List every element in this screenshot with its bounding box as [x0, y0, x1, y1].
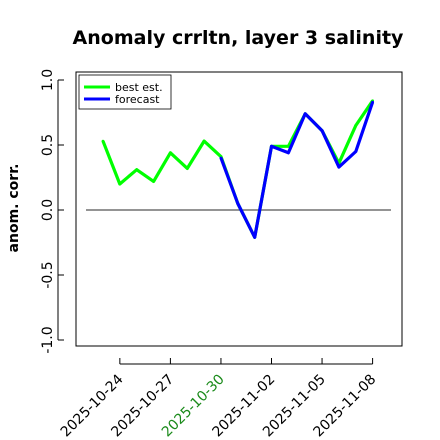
data-point-forecast [320, 129, 324, 133]
data-point-forecast [354, 150, 358, 153]
chart-title: Anomaly crrltn, layer 3 salinity [73, 27, 404, 49]
data-point-forecast [371, 100, 374, 104]
data-point-forecast [253, 235, 257, 239]
y-tick-label: -1.0 [40, 326, 56, 353]
data-point-forecast [219, 156, 223, 160]
y-tick-label: -0.5 [40, 261, 56, 288]
y-tick-label: 1.0 [40, 69, 56, 91]
legend: best est.forecast [78, 74, 172, 110]
data-point-forecast [337, 165, 341, 169]
data-point-forecast [286, 151, 290, 155]
data-point-best-est [118, 182, 122, 186]
data-point-best-est [202, 139, 206, 143]
legend-label-best-est: best est. [115, 81, 163, 94]
y-axis-label: anom. corr. [6, 164, 22, 253]
data-point-best-est [286, 144, 290, 148]
data-point-best-est [185, 167, 189, 170]
data-point-best-est [169, 151, 172, 155]
data-point-best-est [152, 180, 155, 183]
legend-box [78, 74, 172, 110]
legend-label-forecast: forecast [115, 93, 160, 106]
data-point-best-est [101, 139, 105, 143]
series-line-best-est [101, 99, 374, 239]
plot-frame [75, 71, 403, 347]
data-point-best-est [135, 168, 139, 172]
data-point-forecast [236, 202, 240, 205]
data-point-forecast [303, 112, 307, 116]
data-point-best-est [354, 124, 358, 127]
y-tick-label: 0.5 [40, 134, 56, 156]
y-tick-label: 0.0 [40, 199, 56, 221]
data-point-forecast [270, 144, 273, 148]
series-line-forecast [219, 101, 375, 239]
